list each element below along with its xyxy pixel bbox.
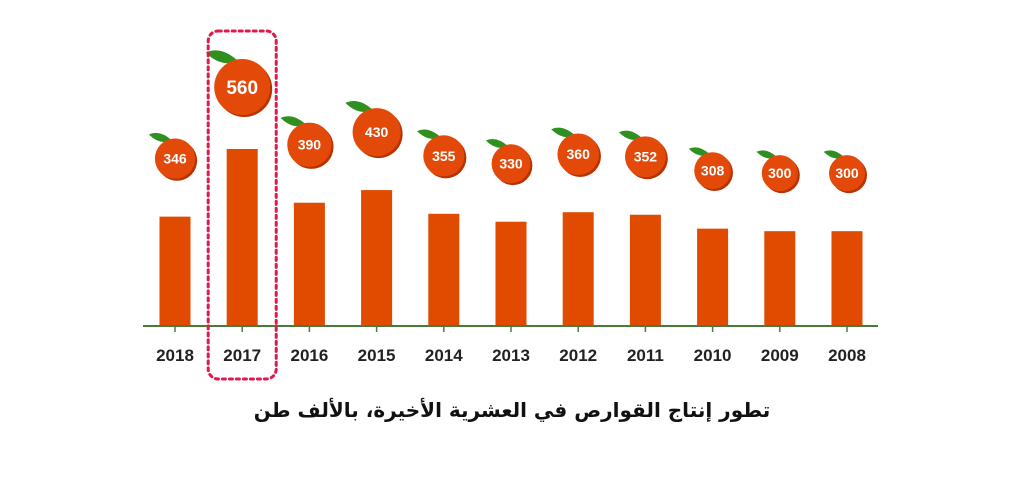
leaf-icon xyxy=(618,130,643,140)
leaf-icon xyxy=(417,129,441,139)
tick-label-2014: 2014 xyxy=(425,346,463,365)
bar-2015 xyxy=(361,190,393,326)
data-label-2013: 330 xyxy=(499,156,523,172)
leaf-icon xyxy=(345,101,373,112)
tick-label-2013: 2013 xyxy=(492,346,530,365)
orange-icon xyxy=(557,133,599,175)
bar-2018 xyxy=(159,216,191,326)
data-label-2017: 560 xyxy=(226,78,258,99)
data-label-2015: 430 xyxy=(365,124,389,140)
orange-icon xyxy=(154,138,196,179)
fruit-value-2010: 308 xyxy=(688,147,733,192)
leaf-icon xyxy=(823,150,845,159)
bar-2014 xyxy=(428,213,460,326)
bars-group xyxy=(159,149,863,332)
data-label-2008: 300 xyxy=(835,165,859,181)
data-label-2011: 352 xyxy=(634,149,658,165)
data-label-2018: 346 xyxy=(163,151,187,167)
leaf-icon xyxy=(688,147,710,156)
orange-icon xyxy=(287,122,332,167)
bar-2010 xyxy=(697,228,729,326)
leaf-icon xyxy=(205,50,238,64)
orange-icon xyxy=(625,136,666,178)
tick-label-2017: 2017 xyxy=(223,346,261,365)
tick-label-2018: 2018 xyxy=(156,346,194,365)
tick-label-2012: 2012 xyxy=(559,346,597,365)
bar-2013 xyxy=(495,221,527,326)
chart-title: تطور إنتاج القوارص في العشرية الأخيرة، ب… xyxy=(253,398,771,422)
fruit-value-2008: 300 xyxy=(823,150,867,194)
tick-label-2016: 2016 xyxy=(290,346,328,365)
orange-icon xyxy=(491,144,531,184)
fruit-value-2009: 300 xyxy=(756,150,800,194)
tick-label-2008: 2008 xyxy=(828,346,866,365)
leaf-icon xyxy=(485,138,509,148)
tick-label-2010: 2010 xyxy=(694,346,732,365)
leaf-icon xyxy=(148,132,172,143)
leaf-icon xyxy=(756,150,778,159)
fruit-value-2018: 346 xyxy=(148,132,198,181)
bar-2008 xyxy=(831,231,863,326)
fruit-labels-group: 346 560 390 430 355 330 360 352 308 300 300 xyxy=(148,50,867,194)
tick-label-2011: 2011 xyxy=(627,346,664,365)
data-label-2010: 308 xyxy=(701,163,725,179)
orange-icon xyxy=(352,108,401,157)
bar-2017 xyxy=(226,149,258,326)
tick-label-2015: 2015 xyxy=(358,346,396,365)
fruit-value-2011: 352 xyxy=(618,130,668,180)
leaf-icon xyxy=(280,116,307,127)
tick-labels-group: 2018 2017 2016 2015 2014 2013 2012 2011 2010 2009… xyxy=(156,346,866,365)
fruit-value-2017: 560 xyxy=(205,50,273,117)
orange-icon xyxy=(761,155,798,192)
orange-icon xyxy=(829,155,865,192)
fruit-value-2013: 330 xyxy=(485,138,533,186)
highlight-box-2017 xyxy=(206,29,278,381)
fruit-value-2015: 430 xyxy=(345,101,403,159)
bar-2009 xyxy=(764,231,796,326)
fruit-value-2014: 355 xyxy=(417,129,467,179)
orange-icon xyxy=(694,152,731,190)
tick-label-2009: 2009 xyxy=(761,346,799,365)
fruit-value-2012: 360 xyxy=(551,127,601,177)
data-label-2009: 300 xyxy=(768,165,792,181)
data-label-2012: 360 xyxy=(567,146,591,162)
bar-2011 xyxy=(629,214,661,326)
orange-icon xyxy=(214,59,271,115)
data-label-2014: 355 xyxy=(432,148,456,164)
bar-2016 xyxy=(293,202,325,326)
fruit-value-2016: 390 xyxy=(280,116,334,169)
orange-icon xyxy=(423,135,465,177)
data-label-2016: 390 xyxy=(298,137,322,153)
leaf-icon xyxy=(551,127,576,138)
bar-2012 xyxy=(562,212,594,326)
